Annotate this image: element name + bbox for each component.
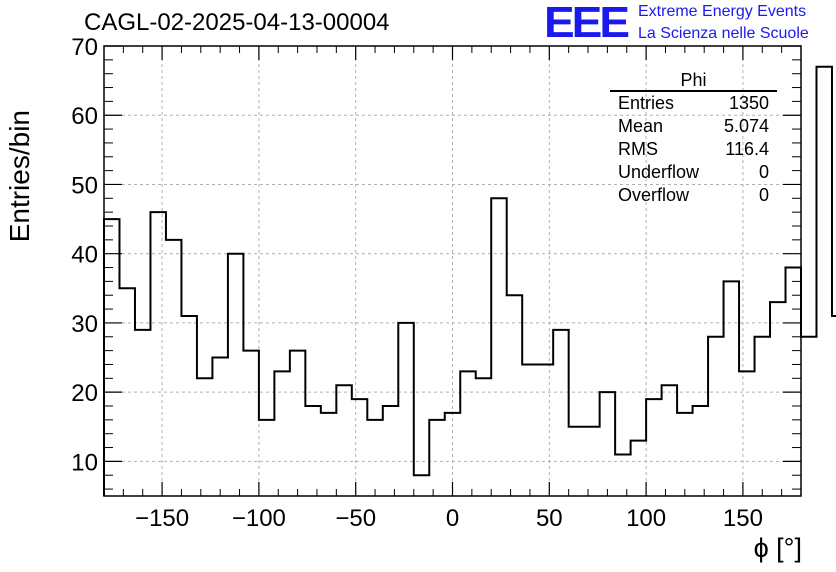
- stats-label: Entries: [618, 93, 675, 113]
- histogram-bin: [305, 406, 320, 496]
- eee-logo: EEE: [544, 0, 630, 47]
- histogram-bin: [212, 358, 227, 496]
- histogram-bin: [600, 392, 615, 496]
- histogram-bin: [507, 295, 522, 496]
- histogram-bin: [429, 420, 444, 496]
- x-tick-label: 50: [536, 505, 563, 532]
- histogram-bin: [724, 281, 739, 496]
- histogram-bin: [755, 337, 770, 496]
- histogram-bin: [693, 406, 708, 496]
- x-tick-label: 150: [723, 505, 763, 532]
- stats-row-mean: Mean 5.074: [610, 115, 777, 138]
- x-tick-label: 0: [446, 505, 459, 532]
- y-tick-label: 40: [71, 242, 98, 269]
- histogram-bin: [135, 330, 150, 496]
- run-title: CAGL-02-2025-04-13-00004: [84, 9, 390, 36]
- histogram-bin: [569, 427, 584, 496]
- stats-value: 116.4: [725, 139, 769, 159]
- histogram-bin: [770, 302, 785, 496]
- tick-labels: −150 −100 −50 0 50 100 150 10 20 30 40 50 60 70: [71, 34, 763, 532]
- histogram-bin: [739, 371, 754, 496]
- histogram-bin: [104, 219, 119, 496]
- y-tick-label: 10: [71, 449, 98, 476]
- histogram-outline: [103, 65, 836, 496]
- histogram-bin: [414, 475, 429, 496]
- histogram-bin: [646, 399, 661, 496]
- histogram-bin: [816, 67, 831, 496]
- y-tick-label: 70: [71, 34, 98, 61]
- histogram-bin: [150, 212, 165, 496]
- brand-line-1: Extreme Energy Events: [638, 3, 807, 20]
- histogram-bin: [336, 385, 351, 496]
- histogram-bin: [259, 420, 274, 496]
- histogram-bin: [538, 364, 553, 496]
- stats-value: 5.074: [723, 116, 769, 136]
- stats-label: Underflow: [618, 162, 700, 182]
- stats-value: 0: [758, 185, 769, 205]
- axis-ticks: [103, 45, 802, 496]
- histogram-bin: [801, 337, 816, 496]
- histogram-bin: [181, 316, 196, 496]
- histogram-bin: [243, 351, 258, 496]
- histogram-bin: [398, 323, 413, 496]
- grid-lines: [104, 46, 801, 496]
- histogram-bin: [352, 399, 367, 496]
- y-axis-label-text: Entries/bin: [4, 110, 35, 243]
- histogram-bin: [321, 413, 336, 496]
- histogram-bin: [631, 441, 646, 496]
- y-tick-label: 50: [71, 172, 98, 199]
- histogram-bin: [832, 316, 836, 496]
- stats-row-overflow: Overflow 0: [610, 184, 777, 207]
- histogram-bin: [228, 254, 243, 496]
- histogram-bin: [166, 240, 181, 496]
- y-tick-label: 20: [71, 380, 98, 407]
- histogram-bin: [615, 454, 630, 496]
- histogram-bin: [553, 330, 568, 496]
- stats-title: Phi: [610, 70, 777, 92]
- brand-line-2: La Scienza nelle Scuole: [638, 25, 809, 42]
- x-tick-label: −150: [135, 505, 189, 532]
- histogram-bin: [677, 413, 692, 496]
- histogram-bin: [476, 378, 491, 496]
- stats-label: Mean: [618, 116, 664, 136]
- x-axis-label: ϕ [°]: [753, 533, 802, 563]
- stats-label: Overflow: [618, 185, 690, 205]
- x-tick-label: 100: [626, 505, 666, 532]
- histogram-bin: [197, 378, 212, 496]
- y-tick-label: 30: [71, 311, 98, 338]
- stats-value: 1350: [728, 93, 769, 113]
- histogram-bin: [708, 337, 723, 496]
- stats-label: RMS: [618, 139, 658, 159]
- stats-box: Phi Entries 1350 Mean 5.074 RMS 116.4 Un…: [610, 70, 777, 207]
- histogram-bin: [662, 385, 677, 496]
- histogram-bin: [383, 406, 398, 496]
- x-tick-label: −50: [335, 505, 376, 532]
- histogram-series: [103, 65, 836, 496]
- histogram-bin: [274, 371, 289, 496]
- histogram-bin: [491, 198, 506, 496]
- histogram-bin: [460, 371, 475, 496]
- stats-row-underflow: Underflow 0: [610, 161, 777, 184]
- stats-row-entries: Entries 1350: [610, 92, 777, 115]
- histogram-bin: [522, 364, 537, 496]
- stats-row-rms: RMS 116.4: [610, 138, 777, 161]
- histogram-bin: [290, 351, 305, 496]
- histogram-bin: [367, 420, 382, 496]
- stats-value: 0: [758, 162, 769, 182]
- y-tick-label: 60: [71, 103, 98, 130]
- x-tick-label: −100: [232, 505, 286, 532]
